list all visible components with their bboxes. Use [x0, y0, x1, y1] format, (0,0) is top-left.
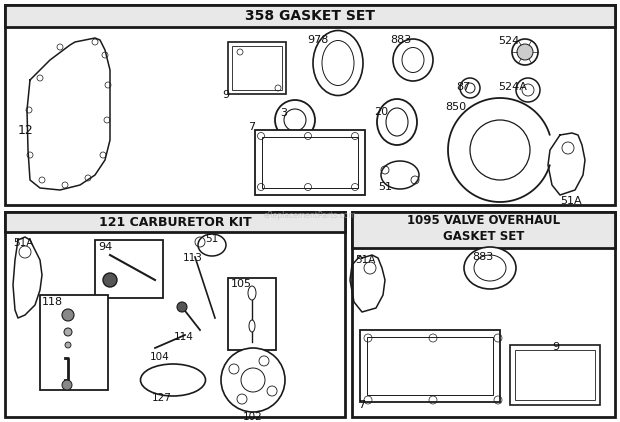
- Circle shape: [465, 83, 475, 93]
- Text: 7: 7: [248, 122, 255, 132]
- Ellipse shape: [313, 30, 363, 95]
- Text: 114: 114: [174, 332, 194, 342]
- Circle shape: [517, 44, 533, 60]
- Bar: [255, 130, 365, 195]
- Ellipse shape: [393, 39, 433, 81]
- Text: 524: 524: [498, 36, 520, 46]
- Circle shape: [522, 84, 534, 96]
- Circle shape: [237, 394, 247, 404]
- Circle shape: [470, 120, 530, 180]
- Text: 524A: 524A: [498, 82, 527, 92]
- Bar: [5, 212, 345, 232]
- Text: 883: 883: [472, 252, 494, 262]
- Text: 51A: 51A: [560, 196, 582, 206]
- Bar: [5, 5, 615, 27]
- Ellipse shape: [464, 247, 516, 289]
- Ellipse shape: [381, 161, 419, 189]
- Bar: [515, 350, 595, 400]
- Ellipse shape: [248, 286, 256, 300]
- Circle shape: [62, 309, 74, 321]
- Ellipse shape: [141, 364, 205, 396]
- Bar: [228, 278, 276, 350]
- Text: 978: 978: [307, 35, 329, 45]
- Text: 1095 VALVE OVERHAUL: 1095 VALVE OVERHAUL: [407, 214, 560, 227]
- Text: 7: 7: [358, 400, 365, 410]
- Text: 104: 104: [150, 352, 170, 362]
- Text: 3: 3: [280, 108, 287, 118]
- Bar: [232, 46, 282, 90]
- Bar: [367, 337, 493, 395]
- Bar: [5, 212, 345, 417]
- Circle shape: [259, 356, 269, 366]
- Text: 51: 51: [378, 182, 392, 192]
- Text: 118: 118: [42, 297, 63, 307]
- Bar: [40, 295, 108, 390]
- Circle shape: [65, 342, 71, 348]
- Circle shape: [516, 78, 540, 102]
- Bar: [352, 212, 615, 417]
- Bar: [510, 345, 600, 405]
- Text: GASKET SET: GASKET SET: [443, 230, 525, 243]
- Circle shape: [221, 348, 285, 412]
- Text: 121 CARBURETOR KIT: 121 CARBURETOR KIT: [99, 216, 251, 228]
- Text: 9: 9: [222, 90, 229, 100]
- Circle shape: [62, 380, 72, 390]
- Bar: [352, 212, 615, 248]
- Text: 12: 12: [18, 124, 33, 136]
- Text: 105: 105: [231, 279, 252, 289]
- Bar: [360, 330, 500, 402]
- Bar: [95, 240, 163, 298]
- Bar: [5, 5, 615, 205]
- Ellipse shape: [198, 234, 226, 256]
- Circle shape: [460, 78, 480, 98]
- Text: 850: 850: [445, 102, 466, 112]
- Text: eReplacementParts.com: eReplacementParts.com: [264, 211, 356, 219]
- Text: 51: 51: [205, 234, 218, 244]
- Ellipse shape: [402, 48, 424, 73]
- Circle shape: [284, 109, 306, 131]
- Circle shape: [275, 100, 315, 140]
- Circle shape: [267, 386, 277, 396]
- Circle shape: [241, 368, 265, 392]
- Text: 113: 113: [183, 253, 203, 263]
- Ellipse shape: [474, 255, 506, 281]
- Circle shape: [103, 273, 117, 287]
- Text: 87: 87: [456, 82, 470, 92]
- Ellipse shape: [322, 41, 354, 86]
- Ellipse shape: [377, 99, 417, 145]
- Text: 9: 9: [552, 342, 559, 352]
- Bar: [228, 42, 286, 94]
- Circle shape: [64, 328, 72, 336]
- Ellipse shape: [249, 320, 255, 332]
- Text: 20: 20: [374, 107, 388, 117]
- Text: 51A: 51A: [355, 255, 375, 265]
- Text: 358 GASKET SET: 358 GASKET SET: [245, 9, 375, 23]
- Circle shape: [177, 302, 187, 312]
- Bar: [262, 137, 358, 188]
- Text: 94: 94: [98, 242, 112, 252]
- Ellipse shape: [386, 108, 408, 136]
- Circle shape: [229, 364, 239, 374]
- Circle shape: [512, 39, 538, 65]
- Text: 127: 127: [152, 393, 172, 403]
- Text: 883: 883: [390, 35, 411, 45]
- Text: 102: 102: [243, 412, 263, 422]
- Text: 51A: 51A: [13, 238, 33, 248]
